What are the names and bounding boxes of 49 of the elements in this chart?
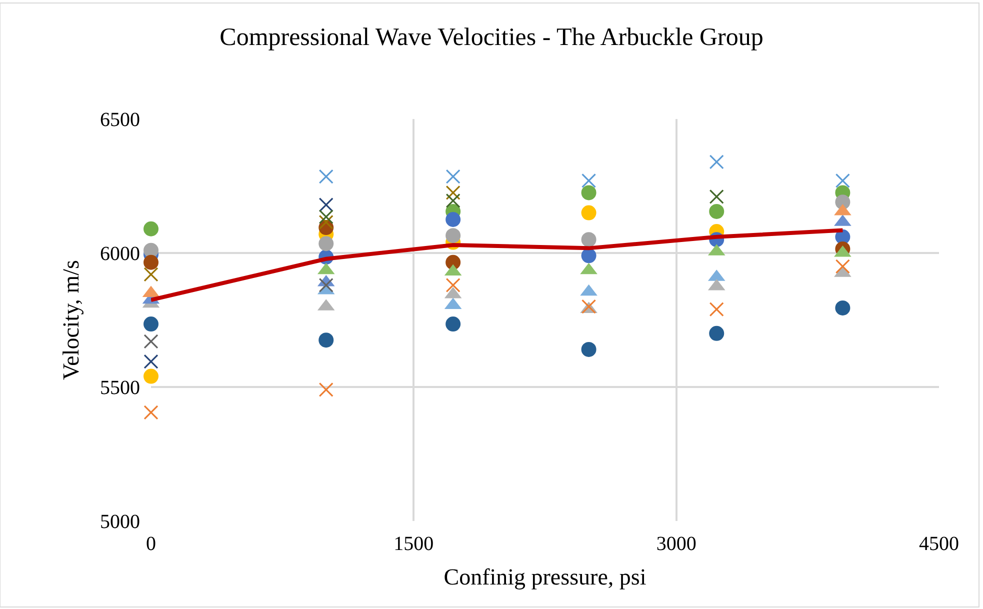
point [709, 302, 724, 317]
point [446, 278, 460, 292]
x-tick-label: 0 [146, 533, 156, 555]
point [144, 316, 158, 332]
point [446, 185, 460, 200]
point [709, 154, 724, 170]
point [318, 210, 334, 224]
point [144, 354, 158, 369]
point [318, 197, 334, 212]
point [446, 169, 460, 184]
point [318, 236, 334, 252]
point [446, 212, 461, 227]
y-tick-label: 6500 [100, 109, 140, 131]
point [581, 248, 596, 264]
point [318, 382, 334, 397]
point [144, 221, 158, 236]
point [581, 205, 596, 220]
point [446, 316, 461, 332]
point [318, 169, 334, 184]
point [581, 299, 596, 314]
point [144, 267, 158, 282]
point [835, 173, 850, 188]
point [318, 278, 334, 292]
point [581, 185, 596, 200]
x-axis-title: Confinig pressure, psi [444, 564, 646, 590]
x-tick-label: 1500 [394, 533, 434, 555]
point [318, 214, 334, 230]
y-tick-label: 5000 [100, 511, 140, 533]
point [144, 254, 158, 270]
point [581, 173, 596, 188]
y-axis-title: Velocity, m/s [58, 260, 84, 380]
point [318, 332, 334, 348]
point [709, 204, 724, 219]
x-tick-label: 3000 [656, 533, 696, 555]
point [581, 342, 596, 357]
chart-title: Compressional Wave Velocities - The Arbuckle Group [220, 24, 764, 51]
point [835, 300, 850, 316]
point [144, 334, 158, 349]
point [144, 405, 158, 420]
point [446, 193, 460, 208]
point [709, 189, 724, 204]
point [144, 368, 158, 384]
point [581, 232, 596, 248]
y-tick-label: 5500 [100, 377, 140, 399]
y-tick-label: 6000 [100, 243, 140, 265]
point [835, 259, 850, 274]
point [709, 326, 724, 341]
point [446, 228, 461, 244]
x-tick-label: 4500 [919, 533, 959, 555]
